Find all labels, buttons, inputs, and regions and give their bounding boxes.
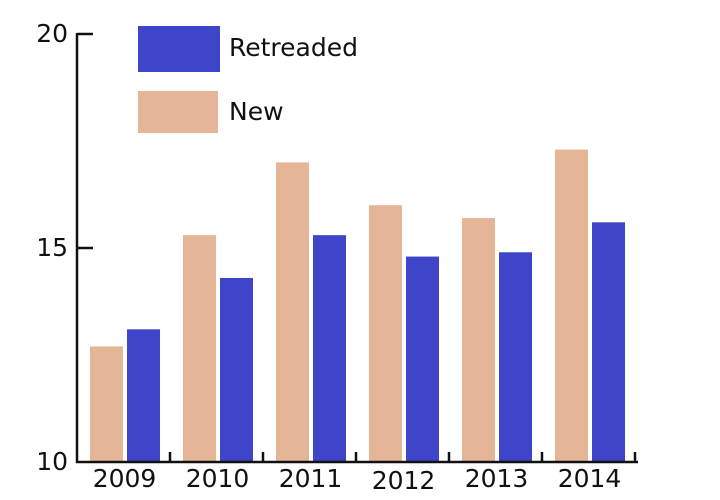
bar-new-2014 — [555, 149, 588, 462]
bar-retreaded-2010 — [220, 277, 253, 462]
x-tick-label-2011: 2011 — [278, 464, 343, 493]
legend-label-retreaded: Retreaded — [229, 33, 358, 62]
y-tick-label-10: 10 — [36, 447, 68, 476]
bar-new-2013 — [462, 218, 495, 462]
x-tick-label-2014: 2014 — [557, 464, 622, 493]
legend-swatch-new — [138, 91, 218, 133]
x-tick-label-2010: 2010 — [185, 464, 250, 493]
bar-new-2012 — [369, 205, 402, 462]
bar-new-2011 — [276, 162, 309, 462]
bar-retreaded-2009 — [127, 329, 160, 462]
bar-retreaded-2012 — [406, 256, 439, 462]
bar-new-2009 — [90, 346, 123, 462]
x-tick-label-2013: 2013 — [464, 464, 529, 493]
y-tick-label-15: 15 — [36, 233, 68, 262]
bars-group — [90, 149, 625, 462]
y-tick-label-20: 20 — [36, 19, 68, 48]
legend-swatch-retreaded — [138, 26, 220, 72]
x-tick-label-2009: 2009 — [92, 464, 157, 493]
legend-label-new: New — [229, 97, 284, 126]
bar-retreaded-2011 — [313, 235, 346, 462]
bar-retreaded-2013 — [499, 252, 532, 462]
bar-retreaded-2014 — [592, 222, 625, 462]
x-tick-label-2012: 2012 — [371, 466, 436, 495]
axes-group — [75, 32, 638, 464]
bar-new-2010 — [183, 235, 216, 462]
